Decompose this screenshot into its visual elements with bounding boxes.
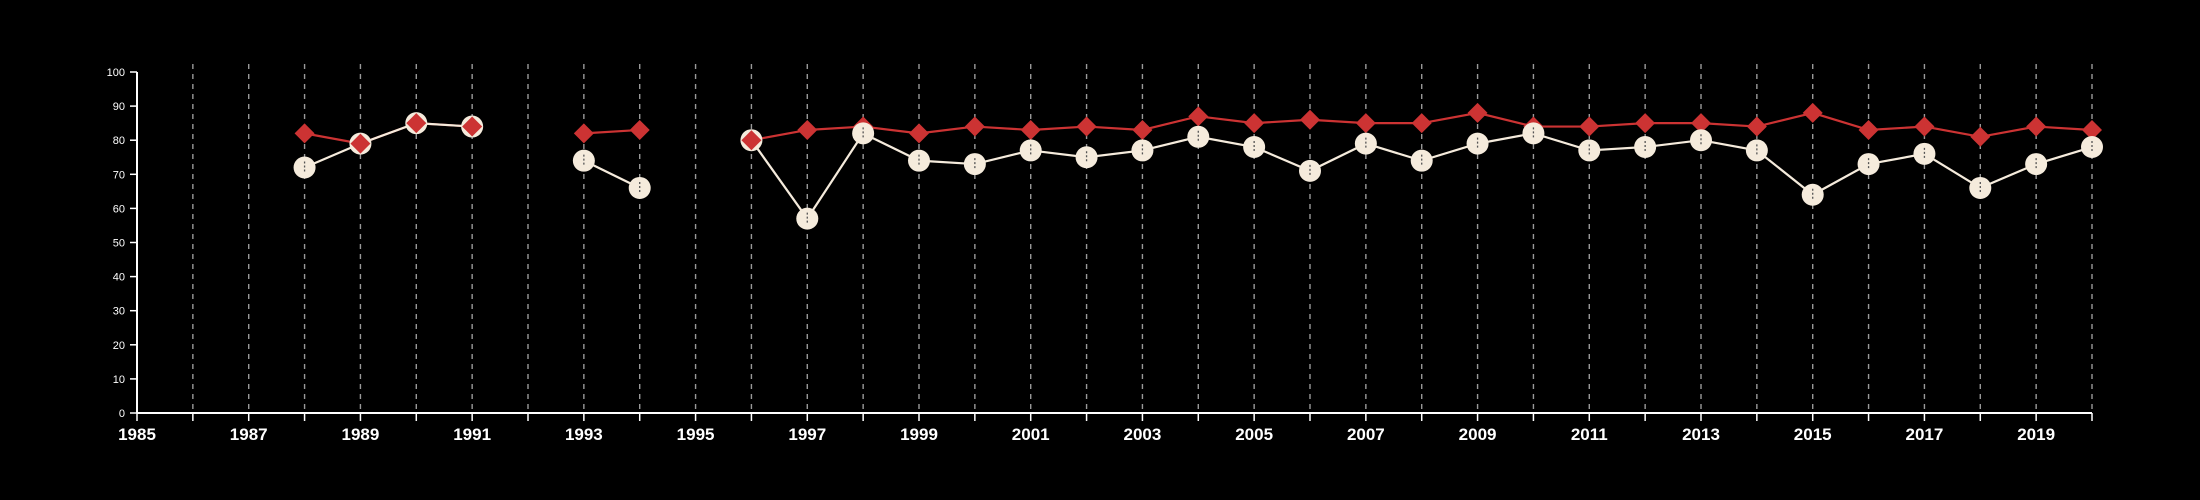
- x-tick-label: 2007: [1347, 425, 1385, 444]
- diamond-point: [1188, 106, 1209, 127]
- diamond-point: [350, 133, 371, 154]
- diamond-point: [629, 119, 650, 140]
- axis-layer: 0 10 20 30 40 50 60 70 80 90 100 1985 1987 1989 1991 19…: [107, 67, 2093, 444]
- diamond-point: [1914, 116, 1935, 137]
- y-tick-label: 70: [113, 169, 125, 181]
- diamond-point: [1579, 116, 1600, 137]
- diamond-point: [1020, 119, 1041, 140]
- x-tick-label: 2011: [1571, 425, 1608, 444]
- diamond-point: [909, 123, 929, 144]
- diamond-point: [1635, 113, 1656, 134]
- diamond-point: [1244, 113, 1265, 134]
- x-tick-label: 1989: [342, 425, 380, 444]
- diamond-point: [1691, 113, 1711, 134]
- diamond-point: [964, 116, 985, 137]
- y-tick-label: 40: [113, 272, 125, 284]
- diamond-point: [1858, 119, 1879, 140]
- diamond-point: [797, 119, 818, 140]
- x-tick-label: 1985: [118, 425, 156, 444]
- y-tick-label: 60: [113, 203, 125, 215]
- diamond-point: [741, 130, 762, 151]
- diamond-point: [1970, 126, 1991, 147]
- x-tick-label: 1991: [453, 425, 491, 444]
- diamond-point: [2082, 119, 2102, 140]
- x-tick-label: 2019: [2017, 425, 2055, 444]
- y-tick-label: 80: [113, 135, 125, 147]
- series-markers: [293, 102, 2103, 230]
- x-tick-label: 1993: [565, 425, 603, 444]
- x-tick-label: 2003: [1124, 425, 1162, 444]
- y-tick-label: 10: [113, 374, 125, 386]
- diamond-point: [1132, 119, 1153, 140]
- series-line: [304, 122, 473, 169]
- diamond-point: [406, 113, 427, 134]
- x-tick-label: 1987: [230, 425, 268, 444]
- diamond-point: [1802, 102, 1823, 123]
- diamond-point: [1467, 102, 1488, 123]
- grid-layer: [192, 64, 2093, 413]
- y-tick-label: 100: [107, 67, 125, 79]
- y-tick-label: 0: [119, 408, 125, 420]
- diamond-point: [1746, 116, 1767, 137]
- y-tick-label: 90: [113, 101, 125, 113]
- diamond-point: [1076, 116, 1097, 137]
- x-tick-label: 2013: [1682, 425, 1720, 444]
- y-tick-label: 50: [113, 238, 125, 250]
- diamond-point: [1300, 109, 1320, 130]
- x-tick-label: 2001: [1012, 425, 1050, 444]
- diamond-point: [294, 123, 315, 144]
- diamond-point: [462, 116, 483, 137]
- diamond-point: [1355, 113, 1376, 134]
- x-tick-label: 2005: [1235, 425, 1273, 444]
- y-tick-label: 20: [113, 340, 125, 352]
- diamond-point: [1411, 113, 1432, 134]
- x-tick-label: 1999: [900, 425, 938, 444]
- x-tick-label: 1995: [677, 425, 715, 444]
- x-tick-label: 2015: [1794, 425, 1832, 444]
- x-tick-label: 2009: [1459, 425, 1497, 444]
- series-layer: [293, 102, 2103, 230]
- diamond-point: [2026, 116, 2047, 137]
- diamond-point: [573, 123, 594, 144]
- y-tick-label: 30: [113, 306, 125, 318]
- x-tick-label: 1997: [788, 425, 826, 444]
- x-tick-label: 2017: [1906, 425, 1944, 444]
